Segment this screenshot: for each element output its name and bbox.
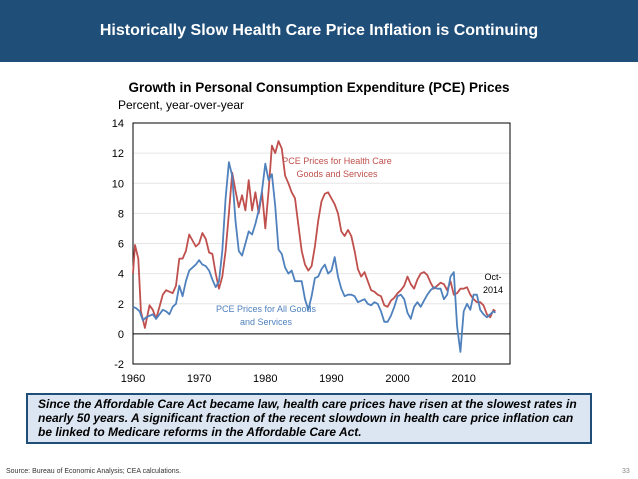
slide-header: Historically Slow Health Care Price Infl…: [0, 0, 638, 62]
plot-frame: [132, 122, 511, 365]
x-tick-label: 1970: [187, 373, 211, 385]
y-tick-label: 8: [118, 208, 124, 220]
y-tick-label: -2: [114, 359, 124, 371]
series-label: Goods and Services: [296, 169, 378, 179]
series-label: and Services: [240, 317, 293, 327]
x-tick-label: 1960: [121, 373, 145, 385]
page-number: 33: [622, 468, 630, 475]
callout-box: Since the Affordable Care Act became law…: [26, 393, 592, 444]
oct-2014-annotation: Oct-: [485, 272, 502, 282]
y-tick-label: 12: [112, 148, 124, 160]
all-goods-price-line: [132, 161, 496, 353]
x-tick-label: 2000: [385, 373, 409, 385]
x-tick-label: 2010: [451, 373, 475, 385]
pce-line-chart: -2 0 2 4 6 8 10 12 14 1960 1970 1980 1990 2000 2010 PCE…: [112, 118, 511, 385]
y-tick-label: 0: [118, 329, 124, 341]
x-tick-label: 1980: [253, 373, 277, 385]
chart-title: Growth in Personal Consumption Expenditu…: [128, 80, 510, 95]
series-label: PCE Prices for Health Care: [282, 156, 392, 166]
y-tick-label: 4: [118, 269, 124, 281]
oct-2014-annotation: 2014: [483, 285, 503, 295]
slide-title: Historically Slow Health Care Price Infl…: [99, 22, 539, 39]
y-tick-label: 10: [112, 178, 124, 190]
y-axis-label: Percent, year-over-year: [118, 98, 245, 112]
source-note: Source: Bureau of Economic Analysis; CEA…: [6, 468, 182, 475]
x-tick-label: 1990: [319, 373, 343, 385]
y-tick-label: 6: [118, 239, 124, 251]
y-tick-label: 14: [112, 118, 124, 130]
series-label: PCE Prices for All Goods: [216, 304, 317, 314]
y-tick-label: 2: [118, 299, 124, 311]
health-care-price-line: [132, 140, 496, 329]
